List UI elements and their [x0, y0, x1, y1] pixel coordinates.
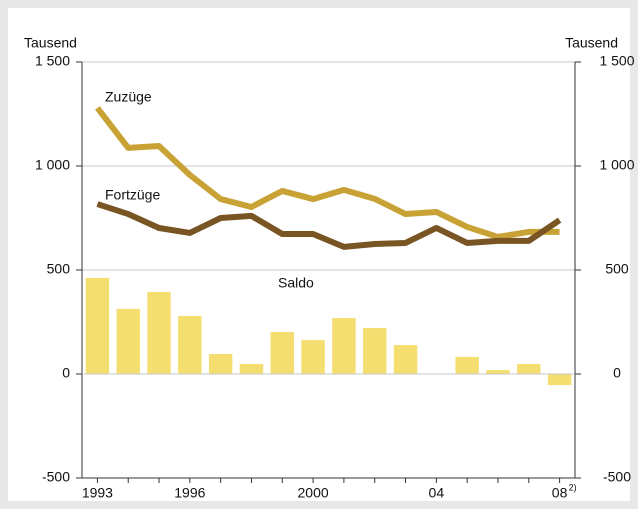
y-tick-label: 1 500 [35, 53, 70, 69]
x-footnote: 2) [569, 482, 577, 492]
chart-background [8, 8, 630, 501]
x-tick-label: 2000 [298, 485, 329, 501]
bar [301, 340, 325, 374]
bar [116, 308, 140, 374]
bar [85, 277, 110, 374]
y-tick-label: 500 [47, 261, 71, 277]
series-label: Saldo [278, 275, 314, 291]
x-tick-label: 1993 [82, 485, 113, 501]
bar [208, 354, 233, 374]
series-label: Fortzüge [105, 187, 160, 203]
y-tick-label: 1 000 [35, 157, 70, 173]
y-tick-label: 0 [62, 365, 70, 381]
bar [363, 328, 387, 374]
bar [547, 374, 572, 386]
y2-axis-title: Tausend [565, 35, 618, 51]
series-label: Zuzüge [105, 89, 152, 105]
line [95, 106, 560, 240]
line [96, 201, 562, 250]
x-tick-label: 04 [429, 485, 445, 501]
y-axis-title: Tausend [24, 35, 77, 51]
bar [332, 318, 356, 374]
y2-tick-label: 1 500 [599, 53, 634, 69]
y2-tick-label: 1 000 [599, 157, 634, 173]
bar [517, 364, 541, 374]
y2-tick-label: 500 [605, 261, 629, 277]
bar [147, 292, 171, 374]
bar [393, 345, 418, 374]
x-tick-label: 08 [552, 485, 568, 501]
x-tick-label: 1996 [174, 485, 205, 501]
bar [239, 364, 264, 374]
bar [455, 356, 479, 374]
y-tick-label: -500 [42, 469, 70, 485]
bar [486, 370, 510, 374]
y2-tick-label: 0 [613, 365, 621, 381]
bar [270, 331, 294, 374]
y2-tick-label: -500 [603, 469, 631, 485]
bar [178, 315, 202, 374]
